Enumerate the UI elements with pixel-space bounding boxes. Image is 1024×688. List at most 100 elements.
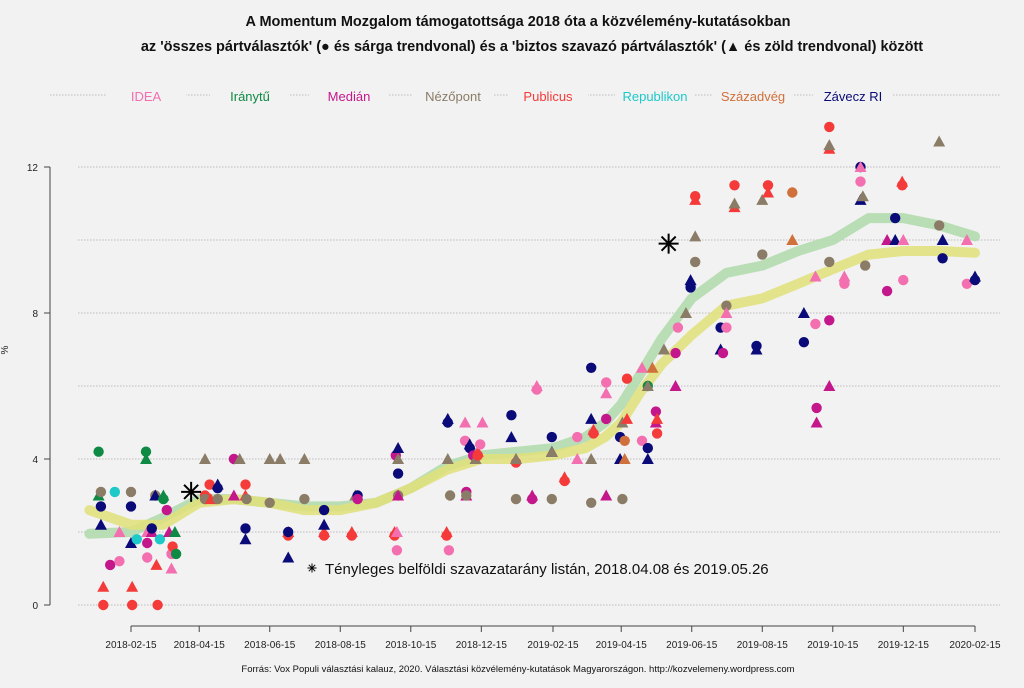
point-circle [586,362,597,373]
point-circle [787,187,798,198]
point-circle [621,373,633,384]
point-triangle [936,234,949,245]
point-triangle [463,438,476,450]
legend-bg [210,88,290,103]
asterisk-marker [181,481,202,502]
point-triangle [960,234,973,245]
asterisk-stroke [308,564,316,572]
legend-bg [508,88,588,103]
point-triangle [571,453,584,464]
point-triangle [823,380,836,391]
point-triangle [459,416,472,428]
point-circle [601,377,612,388]
point-triangle [728,197,741,209]
point-triangle [318,518,331,530]
point-triangle [113,526,126,537]
point-circle [140,446,152,457]
actual-results [181,233,679,573]
point-triangle [345,526,358,537]
point-triangle [274,453,287,464]
point-triangle [165,562,178,574]
point-triangle [684,274,697,286]
point-circle [860,260,871,271]
y-tick-label: 8 [32,309,38,320]
point-circle [125,486,137,498]
point-circle [729,180,740,191]
point-triangle [441,453,454,464]
point-triangle [897,234,910,245]
point-triangle [856,190,869,202]
x-tick-label: 2018-12-15 [456,640,508,651]
point-circle [461,490,472,501]
point-circle [240,479,251,490]
point-circle [98,599,109,611]
point-triangle [838,270,851,282]
source-note: Forrás: Vox Populi választási kalauz, 20… [241,664,794,675]
point-triangle [823,139,836,151]
point-triangle [150,558,163,570]
point-circle [475,439,486,450]
point-circle [721,322,732,333]
point-circle [642,442,653,454]
legend-item: IDEA [131,89,162,104]
asterisk-stroke [183,484,199,500]
point-triangle [600,489,613,501]
point-triangle [505,431,518,443]
x-tick-label: 2019-02-15 [527,640,579,651]
point-circle [690,256,701,268]
point-triangle [558,471,571,483]
point-triangle [786,234,799,245]
point-circle [240,523,251,534]
point-circle [890,212,901,224]
point-triangle [530,380,543,391]
point-circle [898,274,909,286]
point-triangle [392,442,405,454]
point-triangle [392,453,405,464]
point-circle [299,493,310,505]
legend: IDEA Iránytű Medián Nézőpont Publicus Republi… [106,88,893,104]
point-triangle [587,423,600,435]
point-triangle [263,453,276,464]
point-triangle [392,489,405,501]
chart-title: A Momentum Mozgalom támogatottsága 2018 … [246,14,791,30]
point-circle [142,552,153,563]
point-triangle [641,380,654,391]
point-triangle [318,526,331,537]
point-circle [95,501,107,512]
legend-item: Závecz RI [824,89,883,104]
point-triangle [620,412,633,424]
point-circle [443,545,455,556]
point-circle [510,493,522,505]
point-circle [93,446,104,457]
point-circle [283,526,294,538]
point-triangle [797,307,810,318]
point-circle [670,347,681,359]
x-tick-label: 2019-06-15 [666,640,718,651]
point-triangle [636,361,649,373]
point-circle [937,253,948,264]
point-circle [318,504,330,516]
x-tick-label: 2018-08-15 [315,640,367,651]
point-triangle [441,412,454,424]
asterisk-stroke [660,235,677,252]
point-triangle [969,270,981,282]
point-triangle [641,453,654,464]
point-circle [241,493,252,505]
point-circle [601,413,612,425]
point-circle [934,220,945,231]
point-triangle [390,526,403,537]
point-triangle [896,175,909,187]
point-triangle [809,270,822,282]
point-triangle [239,533,252,545]
point-circle [212,493,223,505]
point-circle [811,402,822,414]
point-circle [391,545,403,556]
point-triangle [689,193,702,205]
point-triangle [211,478,224,490]
point-triangle [646,361,659,373]
point-circle [158,493,169,505]
point-triangle [762,186,775,198]
point-circle [798,337,810,348]
point-circle [152,599,163,611]
